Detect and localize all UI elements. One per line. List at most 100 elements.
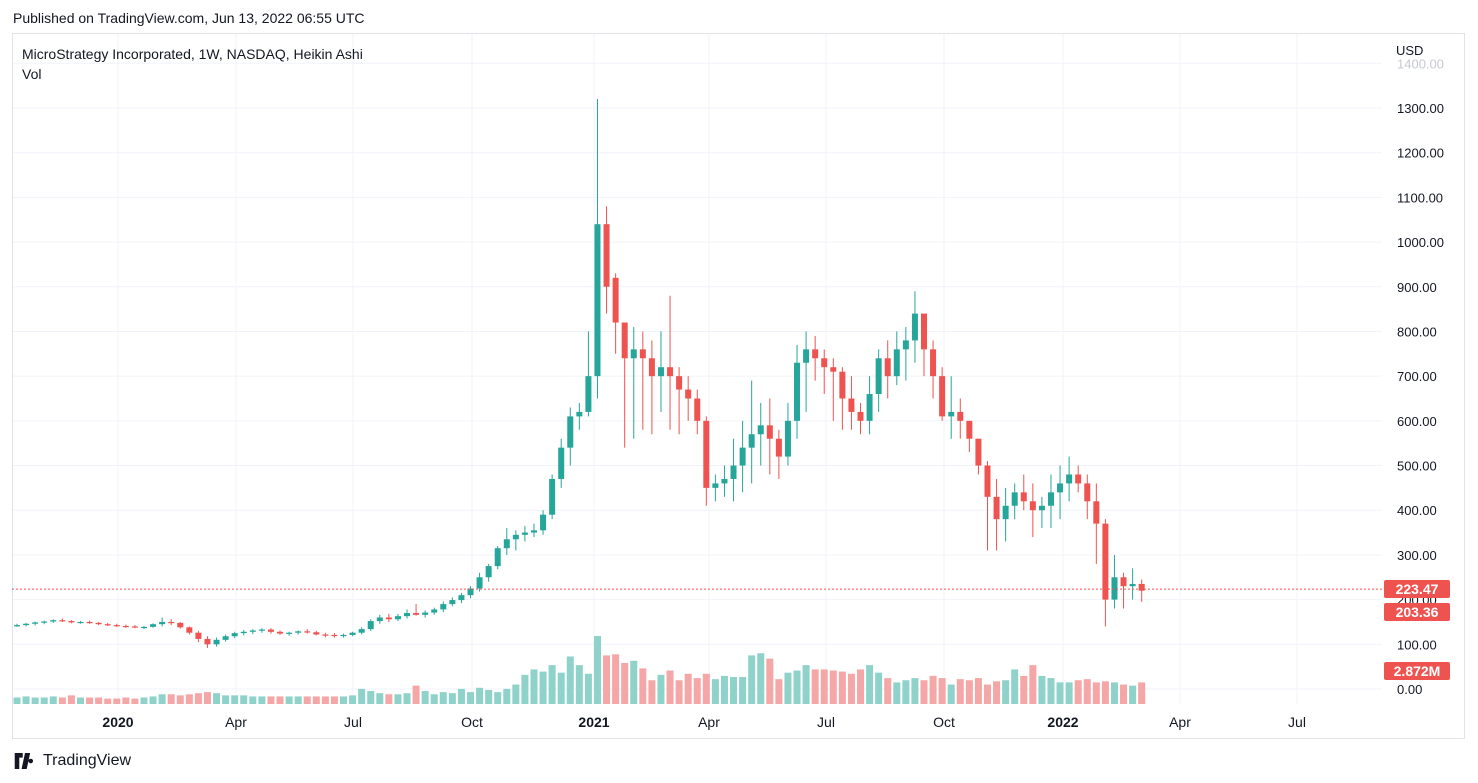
volume-bar (1083, 679, 1091, 704)
volume-bar (847, 673, 855, 704)
candle-body (512, 534, 519, 540)
candle-body (576, 411, 583, 417)
candle-body (648, 358, 655, 377)
volume-bar (222, 695, 230, 704)
volume-bar (739, 677, 747, 704)
candle-body (385, 617, 392, 620)
candle-body (77, 621, 84, 624)
legend-symbol-title[interactable]: MicroStrategy Incorporated, 1W, NASDAQ, … (22, 46, 363, 62)
volume-bar (630, 660, 638, 704)
volume-bar (920, 680, 928, 704)
candle-body (1038, 505, 1045, 511)
chart-grid (13, 34, 1382, 704)
volume-bar (167, 694, 175, 704)
volume-bar (76, 697, 84, 704)
candles (14, 99, 1145, 648)
x-tick-label: 2022 (1047, 714, 1078, 730)
candle-body (739, 447, 746, 466)
volume-bar (884, 678, 892, 704)
candle-body (1120, 577, 1127, 587)
volume-bar (802, 665, 810, 704)
candle-body (712, 483, 719, 488)
candle-body (32, 622, 39, 624)
candle-body (1020, 492, 1027, 502)
volume-bar (512, 684, 520, 704)
candle-body (530, 530, 537, 533)
x-tick-label: Oct (461, 714, 483, 730)
candle-body (676, 376, 683, 390)
volume-bar (104, 698, 112, 704)
volume-bar (58, 697, 66, 704)
x-tick-label: 2020 (102, 714, 133, 730)
y-tick-label: 1000.00 (1397, 235, 1444, 250)
candle-body (1047, 492, 1054, 506)
candle-body (630, 349, 637, 359)
candle-body (349, 632, 356, 635)
candle-body (1066, 474, 1073, 484)
candle-body (540, 514, 547, 531)
volume-bar (1065, 682, 1073, 704)
x-tick-label: 2021 (578, 714, 609, 730)
candle-body (41, 621, 48, 623)
published-caption: Published on TradingView.com, Jun 13, 20… (13, 10, 365, 26)
candle-body (821, 358, 828, 368)
legend-volume-label[interactable]: Vol (22, 66, 42, 82)
volume-bar (1120, 684, 1128, 704)
volume-bar (929, 675, 937, 704)
volume-bar (385, 694, 393, 704)
candle-body (1057, 483, 1064, 493)
volume-bar (185, 694, 193, 704)
candle-body (812, 349, 819, 359)
candle-body (231, 633, 238, 637)
candle-body (748, 434, 755, 448)
candle-body (485, 566, 492, 578)
candle-body (657, 367, 664, 377)
volume-bar (956, 679, 964, 704)
volume-bar (1020, 675, 1028, 704)
candle-body (1102, 523, 1109, 600)
x-tick-label: Apr (698, 714, 720, 730)
volume-bar (829, 670, 837, 704)
volume-bar (811, 669, 819, 704)
volume-bar (476, 687, 484, 704)
candle-body (975, 438, 982, 466)
volume-bar (893, 682, 901, 704)
volume-bar (1002, 680, 1010, 704)
candle-body (140, 626, 147, 629)
volume-bar (312, 696, 320, 704)
candle-body (603, 224, 610, 287)
volume-bar (766, 658, 774, 704)
footer-brand[interactable]: TradingView (13, 752, 131, 770)
candle-body (830, 367, 837, 372)
candle-body (784, 420, 791, 457)
candle-body (476, 577, 483, 589)
volume-bar (503, 688, 511, 704)
candle-body (159, 621, 166, 625)
candle-body (122, 625, 129, 628)
candle-body (730, 465, 737, 479)
candle-body (376, 617, 383, 622)
volume-bar (947, 684, 955, 704)
volume-bar (612, 654, 620, 704)
volume-bar (340, 696, 348, 704)
volume-bar (149, 696, 157, 704)
candle-body (1029, 501, 1036, 511)
volume-bar (866, 665, 874, 704)
candle-body (404, 613, 411, 617)
candle-body (449, 600, 456, 605)
candle-body (1111, 577, 1118, 600)
candle-body (558, 447, 565, 479)
y-tick-label: 600.00 (1397, 414, 1437, 429)
candle-body (322, 634, 329, 636)
candle-body (966, 420, 973, 439)
y-tick-label: 900.00 (1397, 280, 1437, 295)
volume-bar (203, 692, 211, 704)
volume-bar (974, 678, 982, 704)
candle-body (1075, 474, 1082, 484)
y-tick-label: 300.00 (1397, 548, 1437, 563)
volume-bar (321, 696, 329, 704)
candle-body (422, 612, 429, 615)
candle-body (286, 632, 293, 634)
volume-bar (1056, 682, 1064, 704)
